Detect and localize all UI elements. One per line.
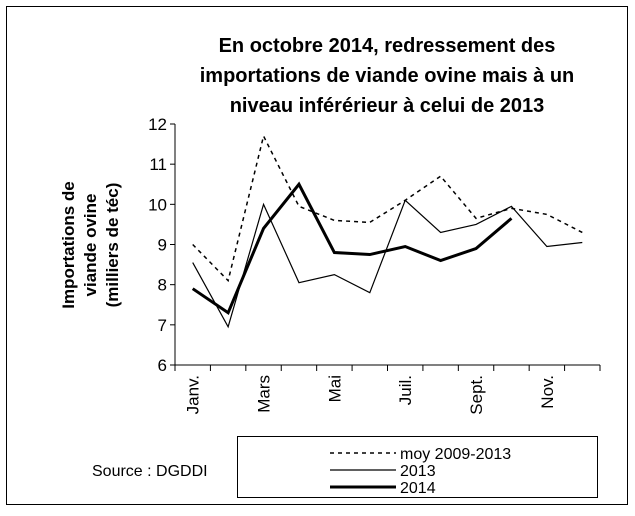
legend-label: moy 2009-2013 bbox=[400, 446, 511, 463]
chart-title: En octobre 2014, redressement des bbox=[219, 35, 556, 57]
y-tick-label: 7 bbox=[158, 316, 167, 335]
y-axis-label: (milliers de téc) bbox=[103, 183, 122, 308]
y-tick-label: 10 bbox=[148, 195, 167, 214]
y-tick-label: 12 bbox=[148, 115, 167, 134]
x-tick-label: Janv. bbox=[184, 375, 203, 414]
legend-label: 2014 bbox=[400, 480, 436, 497]
y-tick-label: 6 bbox=[158, 356, 167, 375]
y-axis-label: Importations de bbox=[59, 181, 78, 309]
source: Source : DGDDI bbox=[92, 463, 208, 480]
y-tick-label: 9 bbox=[158, 236, 167, 255]
x-tick-label: Nov. bbox=[538, 375, 557, 409]
x-tick-label: Mai bbox=[325, 375, 344, 402]
x-tick-label: Mars bbox=[255, 375, 274, 413]
frame bbox=[6, 6, 628, 505]
series-line bbox=[192, 199, 583, 329]
legend-label: 2013 bbox=[400, 463, 436, 480]
y-tick-label: 11 bbox=[149, 155, 167, 174]
y-tick-label: 8 bbox=[158, 276, 167, 295]
x-tick-label: Sept. bbox=[467, 375, 486, 415]
chart-title: niveau inférérieur à celui de 2013 bbox=[230, 95, 545, 117]
x-tick-label: Juil. bbox=[396, 375, 415, 405]
chart-title: importations de viande ovine mais à un bbox=[200, 65, 575, 87]
series-line bbox=[191, 181, 513, 316]
legend-box bbox=[237, 436, 598, 498]
y-axis-label: viande ovine bbox=[81, 194, 100, 297]
